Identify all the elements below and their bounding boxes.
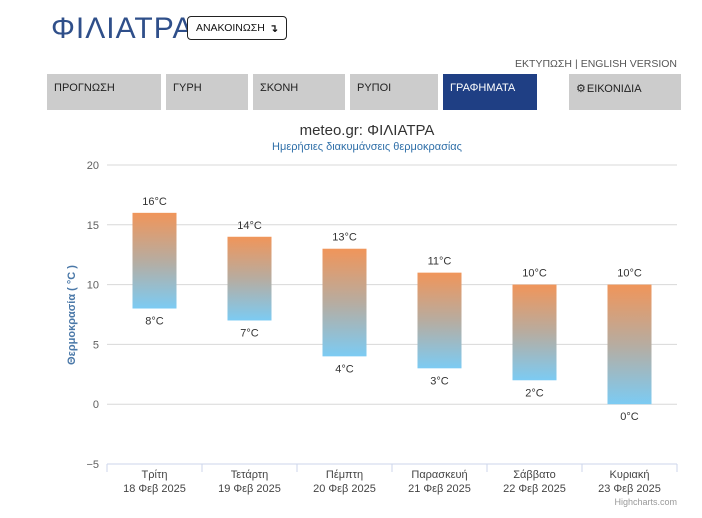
temperature-range-bar [132,212,177,309]
tab-label: ΓΥΡΗ [173,82,202,94]
tab-label: ΣΚΟΝΗ [260,82,299,94]
tab-label: ΡΥΠΟΙ [357,82,392,94]
high-temp-label: 14°C [237,220,262,232]
y-axis-title: Θερμοκρασία ( °C ) [66,265,78,365]
high-temp-label: 10°C [522,268,547,280]
low-temp-label: 3°C [430,375,449,387]
temperature-range-bar [227,236,272,321]
x-tick-date-label: 23 Φεβ 2025 [598,483,661,495]
y-tick-label: 5 [93,339,99,351]
announcement-button[interactable]: ΑΝΑΚΟΙΝΩΣΗ ↴ [187,16,287,40]
x-tick-date-label: 20 Φεβ 2025 [313,483,376,495]
y-tick-label: −5 [86,459,99,471]
temperature-range-bar [417,272,462,369]
announcement-label: ΑΝΑΚΟΙΝΩΣΗ [195,22,265,34]
english-version-link[interactable]: ENGLISH VERSION [580,58,677,70]
chart-title: meteo.gr: ΦΙΛΙΑΤΡΑ [300,122,435,139]
low-temp-label: 2°C [525,387,544,399]
x-tick-day-label: Παρασκευή [411,469,467,481]
low-temp-label: 8°C [145,316,164,328]
low-temp-label: 0°C [620,411,639,423]
top-links: ΕΚΤΥΠΩΣΗ | ENGLISH VERSION [515,58,677,70]
main-nav: ΠΡΟΓΝΩΣΗ ΓΥΡΗ ΣΚΟΝΗ ΡΥΠΟΙ ΓΡΑΦΗΜΑΤΑ ⚙ΕΙΚ… [47,74,681,110]
tab-icons[interactable]: ⚙ΕΙΚΟΝΙΔΙΑ [569,74,681,110]
tab-charts[interactable]: ΓΡΑΦΗΜΑΤΑ [443,74,537,110]
tab-dust[interactable]: ΣΚΟΝΗ [253,74,345,110]
tab-pollutants[interactable]: ΡΥΠΟΙ [350,74,438,110]
low-temp-label: 7°C [240,327,259,339]
gear-icon: ⚙ [576,83,586,95]
low-temp-label: 4°C [335,363,354,375]
print-link[interactable]: ΕΚΤΥΠΩΣΗ [515,58,572,70]
temperature-range-bar [322,248,367,357]
tab-label: ΠΡΟΓΝΩΣΗ [54,82,115,94]
x-tick-date-label: 22 Φεβ 2025 [503,483,566,495]
x-tick-day-label: Πέμπτη [326,469,363,481]
y-tick-label: 10 [87,280,99,292]
tab-pollen[interactable]: ΓΥΡΗ [166,74,248,110]
temperature-range-bar [512,284,557,381]
tab-label: ΕΙΚΟΝΙΔΙΑ [586,83,642,95]
x-tick-date-label: 19 Φεβ 2025 [218,483,281,495]
x-tick-date-label: 21 Φεβ 2025 [408,483,471,495]
chart-subtitle: Ημερήσιες διακυμάνσεις θερμοκρασίας [272,141,462,153]
y-tick-label: 15 [87,220,99,232]
high-temp-label: 13°C [332,232,357,244]
page-title: ΦΙΛΙΑΤΡΑ [51,12,194,45]
high-temp-label: 10°C [617,268,642,280]
tab-label: ΓΡΑΦΗΜΑΤΑ [450,82,516,94]
high-temp-label: 11°C [428,256,452,268]
arrow-down-icon: ↴ [268,22,279,35]
tab-forecast[interactable]: ΠΡΟΓΝΩΣΗ [47,74,161,110]
x-tick-date-label: 18 Φεβ 2025 [123,483,186,495]
link-separator: | [574,58,578,70]
x-tick-day-label: Σάββατο [513,469,555,481]
high-temp-label: 16°C [142,196,167,208]
temperature-range-bar [607,284,652,405]
x-tick-day-label: Τρίτη [142,469,168,481]
x-tick-day-label: Κυριακή [609,469,649,481]
x-tick-day-label: Τετάρτη [231,469,269,481]
highcharts-credits-link[interactable]: Highcharts.com [614,497,677,507]
y-tick-label: 0 [93,399,99,411]
y-tick-label: 20 [87,160,99,172]
